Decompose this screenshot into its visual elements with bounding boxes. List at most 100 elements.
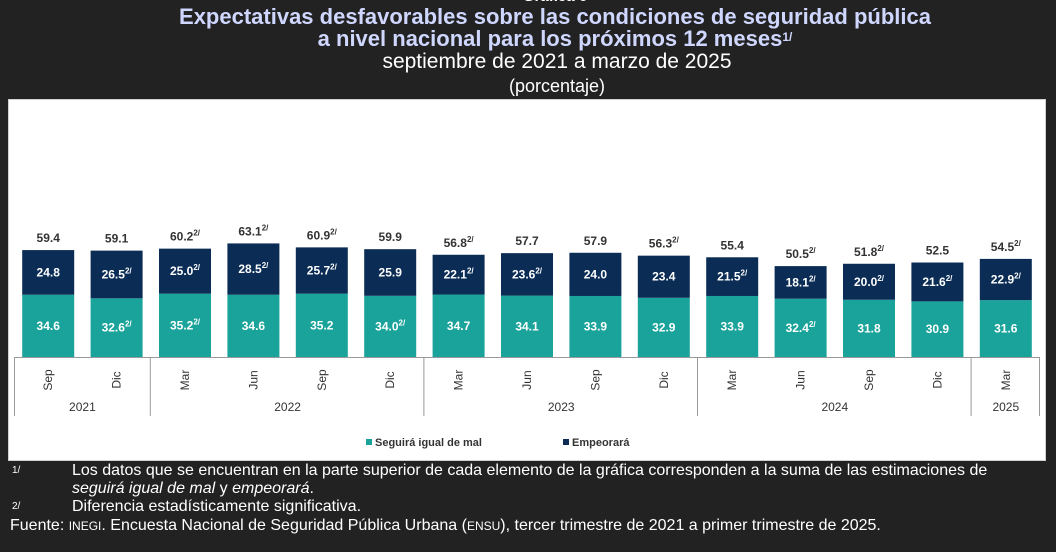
bar-13-seguira-igual [911, 301, 964, 357]
data-label-1-seguira-igual: 32.62/ [102, 320, 133, 335]
total-label-11: 50.52/ [786, 246, 817, 261]
bar-8-empeorara [569, 252, 622, 296]
footnote-1-end: . [309, 480, 314, 497]
total-label-9: 56.32/ [649, 236, 680, 251]
footnote-1: 1/ Los datos que se encuentran en la par… [10, 462, 1054, 498]
data-label-3-empeorara: 28.52/ [238, 261, 269, 276]
data-label-8-empeorara: 24.0 [584, 267, 608, 281]
bar-5-seguira-igual [364, 295, 417, 357]
bar-12-empeorara [843, 263, 895, 300]
bar-14-empeorara [979, 258, 1032, 301]
x-tick-label-9: Dic [657, 371, 671, 388]
bar-11-empeorara [774, 266, 827, 299]
total-label-12: 51.82/ [854, 244, 885, 259]
data-label-6-seguira-igual: 34.7 [447, 319, 471, 333]
x-tick-label-12: Sep [862, 369, 876, 391]
legend-label-seguira-igual: Seguirá igual de mal [375, 437, 482, 449]
x-tick-label-13: Dic [930, 371, 944, 388]
footnote-1-em1: seguirá igual de mal [72, 480, 216, 497]
bar-4-empeorara [295, 247, 348, 294]
footnote-2-mark: 2/ [12, 501, 21, 512]
total-label-14: 54.52/ [991, 239, 1022, 254]
bar-6-empeorara [432, 254, 485, 295]
data-label-0-seguira-igual: 34.6 [37, 319, 61, 333]
data-label-2-empeorara: 25.02/ [170, 263, 201, 278]
bar-7-empeorara [501, 253, 553, 296]
x-tick-label-3: Jun [246, 370, 260, 389]
x-tick-label-10: Mar [725, 370, 739, 391]
chart-title-line2-text: a nivel nacional para los próximos 12 me… [317, 26, 783, 51]
bar-3-seguira-igual [227, 294, 280, 357]
source-end: ), tercer trimestre de 2021 a primer tri… [500, 517, 881, 534]
total-label-10: 55.4 [721, 238, 745, 252]
bar-8-seguira-igual [569, 295, 622, 357]
source-mid: . Encuesta Nacional de Seguridad Pública… [101, 517, 467, 534]
x-tick-label-0: Sep [41, 369, 55, 391]
bar-12-seguira-igual [843, 299, 895, 357]
chart-kicker: Gráfica 6 [0, 0, 1056, 9]
legend-label-empeorara: Empeorará [572, 437, 630, 449]
x-tick-label-1: Dic [110, 371, 124, 388]
data-label-9-empeorara: 23.4 [652, 270, 676, 284]
data-label-13-seguira-igual: 30.9 [926, 322, 950, 336]
data-label-5-empeorara: 25.9 [379, 265, 403, 279]
legend-swatch-empeorara [563, 439, 569, 445]
bar-10-seguira-igual [706, 295, 759, 357]
footnote-1-mid: y [215, 480, 233, 497]
data-label-10-empeorara: 21.52/ [717, 269, 748, 284]
source-org: INEGI [68, 515, 102, 534]
bar-1-seguira-igual [90, 298, 143, 357]
data-label-14-empeorara: 22.92/ [991, 272, 1022, 287]
total-label-3: 63.12/ [238, 223, 269, 238]
bar-11-seguira-igual [774, 298, 827, 357]
bar-0-seguira-igual [22, 294, 75, 357]
bar-9-empeorara [637, 255, 690, 298]
total-label-6: 56.82/ [444, 235, 475, 250]
stacked-bar-chart: 34.6 24.8 59.4 Sep 32.62/26.52/59.1 Dic 35.22/… [14, 223, 1040, 449]
data-label-11-seguira-igual: 32.42/ [786, 320, 817, 335]
total-label-5: 59.9 [379, 230, 403, 244]
x-tick-label-14: Mar [999, 370, 1013, 391]
bar-3-empeorara [227, 243, 280, 295]
data-label-12-empeorara: 20.02/ [854, 274, 885, 289]
data-label-12-seguira-igual: 31.8 [857, 321, 881, 335]
footnote-2-text: Diferencia estadísticamente significativ… [72, 498, 362, 515]
bar-10-empeorara [706, 257, 759, 296]
legend-swatch-seguira-igual [366, 439, 372, 445]
x-group-label-2022: 2022 [274, 400, 301, 414]
x-group-label-2025: 2025 [992, 400, 1019, 414]
bar-2-empeorara [159, 248, 211, 294]
data-label-6-empeorara: 22.12/ [444, 267, 475, 282]
chart-title-line2: a nivel nacional para los próximos 12 me… [0, 27, 1056, 51]
data-label-10-seguira-igual: 33.9 [721, 319, 745, 333]
total-label-13: 52.5 [926, 244, 950, 258]
data-label-13-empeorara: 21.62/ [922, 274, 953, 289]
x-group-label-2024: 2024 [821, 400, 848, 414]
data-label-4-empeorara: 25.72/ [307, 263, 338, 278]
total-label-2: 60.22/ [170, 229, 201, 244]
data-label-7-empeorara: 23.62/ [512, 266, 543, 281]
title-footnote-mark: 1/ [782, 30, 793, 44]
bar-0-empeorara [22, 250, 75, 295]
x-tick-label-4: Sep [315, 369, 329, 391]
data-label-4-seguira-igual: 35.2 [310, 318, 334, 332]
data-label-11-empeorara: 18.12/ [786, 274, 817, 289]
data-label-7-seguira-igual: 34.1 [515, 319, 539, 333]
x-tick-label-7: Jun [520, 370, 534, 389]
footnote-1-text: Los datos que se encuentran en la parte … [72, 462, 988, 479]
data-label-0-empeorara: 24.8 [37, 265, 61, 279]
bar-9-seguira-igual [637, 297, 690, 357]
bar-5-empeorara [364, 249, 417, 296]
x-group-label-2023: 2023 [548, 400, 575, 414]
source-prefix: Fuente: [10, 517, 69, 534]
footnotes: 1/ Los datos que se encuentran en la par… [10, 462, 1054, 535]
x-tick-label-5: Dic [383, 371, 397, 388]
total-label-0: 59.4 [37, 231, 61, 245]
data-label-8-seguira-igual: 33.9 [584, 319, 608, 333]
bar-13-empeorara [911, 262, 964, 302]
x-tick-label-2: Mar [178, 370, 192, 391]
bar-2-seguira-igual [159, 293, 211, 357]
bar-7-seguira-igual [501, 295, 553, 357]
x-group-label-2021: 2021 [69, 400, 96, 414]
footnote-2: 2/ Diferencia estadísticamente significa… [10, 498, 1054, 516]
